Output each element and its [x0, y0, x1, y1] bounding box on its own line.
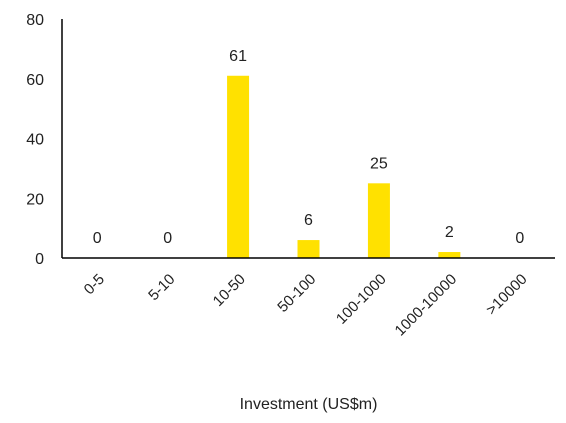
x-tick-label: 50-100: [274, 271, 319, 316]
x-tick-label: 5-10: [145, 271, 178, 304]
bar: [227, 75, 250, 258]
data-label: 61: [229, 48, 247, 65]
x-tick-label: 10-50: [210, 271, 249, 310]
x-tick-label: 1000-10000: [392, 271, 461, 340]
x-axis-tick-labels: 0-5 5-10 10-50 50-100 100-1000 1000-10000 >100…: [81, 271, 531, 340]
y-tick-label: 40: [26, 132, 44, 149]
y-tick-label: 20: [26, 191, 44, 208]
y-tick-label: 80: [26, 12, 44, 29]
x-tick-label: 0-5: [81, 271, 108, 298]
data-label: 0: [93, 230, 102, 247]
data-label: 2: [445, 224, 454, 241]
y-tick-label: 0: [35, 251, 44, 268]
y-tick-label: 60: [26, 72, 44, 89]
bar: [438, 252, 461, 258]
data-label: 0: [163, 230, 172, 247]
x-tick-label: >10000: [483, 271, 531, 319]
data-label: 25: [370, 155, 388, 172]
x-tick-label: 100-1000: [333, 271, 390, 328]
bar: [367, 183, 390, 258]
data-labels: 0 0 61 6 25 2 0: [93, 48, 525, 247]
bars: [227, 75, 461, 258]
y-axis-ticks: 0 20 40 60 80: [26, 12, 44, 268]
data-label: 6: [304, 212, 313, 229]
data-label: 0: [515, 230, 524, 247]
x-axis-title: Investment (US$m): [240, 396, 378, 413]
bar: [297, 240, 320, 258]
